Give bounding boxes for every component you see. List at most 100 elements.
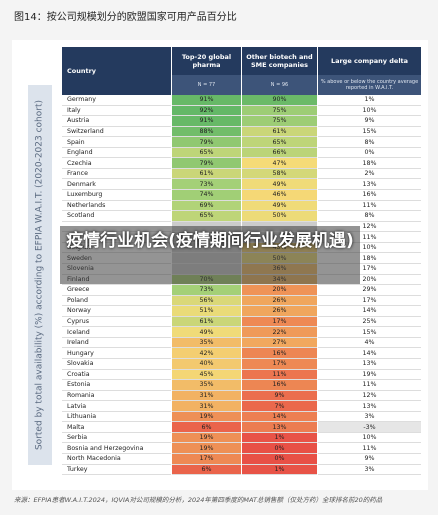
value-cell: 49%: [242, 200, 317, 212]
value-cell: 6%: [172, 422, 241, 433]
value-cell: 17%: [318, 295, 421, 307]
country-cell: Slovakia: [62, 359, 171, 370]
value-cell: 31%: [172, 401, 241, 412]
value-cell: 12%: [318, 390, 421, 402]
value-cell: 10%: [318, 105, 421, 117]
country-cell: Norway: [62, 306, 171, 317]
value-cell: 17%: [318, 263, 421, 275]
col-header: Other biotech and SME companies: [242, 47, 317, 75]
country-cell: Hungary: [62, 348, 171, 359]
country-cell: North Macedonia: [62, 454, 171, 465]
country-cell: Estonia: [62, 380, 171, 391]
value-cell: 73%: [172, 179, 241, 191]
country-cell: Scotland: [62, 211, 171, 222]
value-cell: 11%: [318, 200, 421, 212]
value-cell: 2%: [318, 168, 421, 180]
value-cell: 51%: [172, 306, 241, 317]
country-cell: Greece: [62, 285, 171, 296]
value-cell: 49%: [242, 179, 317, 191]
value-cell: 14%: [242, 411, 317, 423]
value-cell: 49%: [172, 327, 241, 338]
value-cell: 75%: [242, 105, 317, 117]
value-cell: 65%: [172, 211, 241, 222]
value-cell: 18%: [318, 253, 421, 264]
value-cell: 14%: [318, 306, 421, 317]
value-cell: 19%: [318, 369, 421, 381]
value-cell: 12%: [318, 221, 421, 233]
country-cell: Italy: [62, 105, 171, 117]
value-cell: 16%: [242, 348, 317, 359]
value-cell: 8%: [318, 211, 421, 222]
value-cell: 1%: [242, 464, 317, 476]
country-cell: Serbia: [62, 432, 171, 444]
value-cell: 22%: [242, 327, 317, 338]
country-cell: Poland: [62, 295, 171, 307]
overlay: [60, 226, 360, 284]
value-cell: 50%: [242, 211, 317, 222]
value-cell: 11%: [242, 369, 317, 381]
value-cell: 35%: [172, 337, 241, 349]
value-cell: 13%: [318, 401, 421, 412]
value-cell: 16%: [242, 380, 317, 391]
value-cell: 46%: [242, 190, 317, 201]
value-cell: 92%: [172, 105, 241, 117]
source-note: 来源：EFPIA患者W.A.I.T.2024，IQVIA对公司规模的分析，202…: [14, 496, 383, 504]
value-cell: 6%: [172, 464, 241, 476]
value-cell: 26%: [242, 306, 317, 317]
col-subheader: N = 96: [242, 75, 317, 95]
value-cell: 15%: [318, 327, 421, 338]
value-cell: 3%: [318, 411, 421, 423]
value-cell: 18%: [318, 158, 421, 169]
value-cell: 31%: [172, 390, 241, 402]
country-cell: Cyprus: [62, 316, 171, 328]
value-cell: 75%: [242, 116, 317, 127]
country-cell: Luxemburg: [62, 190, 171, 201]
value-cell: 79%: [172, 137, 241, 148]
country-cell: Austria: [62, 116, 171, 127]
value-cell: 1%: [318, 95, 421, 106]
value-cell: 20%: [318, 274, 421, 286]
country-cell: Latvia: [62, 401, 171, 412]
value-cell: 13%: [242, 422, 317, 433]
value-cell: 9%: [318, 454, 421, 465]
value-cell: 13%: [318, 179, 421, 191]
value-cell: 45%: [172, 369, 241, 381]
country-cell: Denmark: [62, 179, 171, 191]
country-cell: Ireland: [62, 337, 171, 349]
country-cell: Lithuania: [62, 411, 171, 423]
value-cell: 91%: [172, 116, 241, 127]
value-cell: 13%: [318, 359, 421, 370]
value-cell: 65%: [242, 137, 317, 148]
value-cell: 56%: [172, 295, 241, 307]
value-cell: 4%: [318, 337, 421, 349]
value-cell: 90%: [242, 95, 317, 106]
country-cell: Iceland: [62, 327, 171, 338]
value-cell: 7%: [242, 401, 317, 412]
col-header: Large company delta: [318, 47, 421, 75]
value-cell: 11%: [318, 443, 421, 455]
country-cell: Netherlands: [62, 200, 171, 212]
value-cell: 1%: [242, 432, 317, 444]
country-cell: Croatia: [62, 369, 171, 381]
country-cell: Germany: [62, 95, 171, 106]
overlay-text: 疫情行业机会(疫情期间行业发展机遇): [66, 231, 354, 251]
value-cell: 61%: [172, 168, 241, 180]
country-cell: France: [62, 168, 171, 180]
value-cell: 42%: [172, 348, 241, 359]
value-cell: 26%: [242, 295, 317, 307]
value-cell: 14%: [318, 348, 421, 359]
value-cell: 61%: [172, 316, 241, 328]
value-cell: 47%: [242, 158, 317, 169]
col-subheader: N = 77: [172, 75, 241, 95]
col-header: Top-20 global pharma: [172, 47, 241, 75]
value-cell: 17%: [172, 454, 241, 465]
value-cell: 11%: [318, 380, 421, 391]
value-cell: -3%: [318, 422, 421, 433]
value-cell: 69%: [172, 200, 241, 212]
value-cell: 61%: [242, 126, 317, 138]
value-cell: 3%: [318, 464, 421, 476]
value-cell: 0%: [318, 147, 421, 159]
value-cell: 9%: [318, 116, 421, 127]
side-bar: [28, 85, 52, 465]
